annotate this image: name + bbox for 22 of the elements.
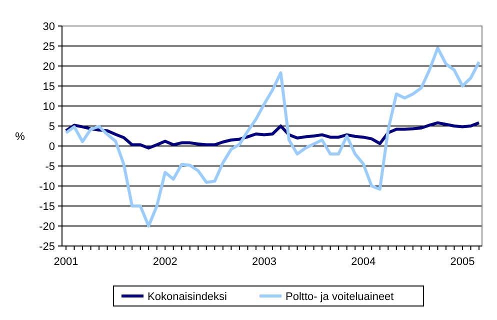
y-tick-label: -10 <box>39 180 55 193</box>
x-tick-label: 2004 <box>351 256 376 268</box>
y-tick-label: 30 <box>42 20 55 33</box>
y-tick-label: 0 <box>48 140 55 153</box>
y-tick-label: 5 <box>48 120 55 133</box>
y-tick-label: -5 <box>45 160 55 173</box>
y-axis-title: % <box>15 131 26 143</box>
y-tick-label: 20 <box>42 60 55 73</box>
y-tick-label: 10 <box>42 100 55 113</box>
legend-label: Kokonaisindeksi <box>148 291 227 303</box>
y-tick-label: 15 <box>42 80 55 93</box>
legend-label: Poltto- ja voiteluaineet <box>286 291 394 303</box>
x-tick-label: 2005 <box>450 256 475 268</box>
y-tick-label: -15 <box>39 200 55 213</box>
line-series <box>64 121 480 150</box>
x-tick-label: 2003 <box>252 256 276 268</box>
line-series <box>64 46 480 228</box>
y-tick-label: -20 <box>39 220 55 233</box>
y-tick-label: -25 <box>39 240 55 253</box>
y-tick-label: 25 <box>42 40 55 53</box>
x-tick-label: 2002 <box>152 256 178 268</box>
x-tick-label: 2001 <box>54 256 78 268</box>
